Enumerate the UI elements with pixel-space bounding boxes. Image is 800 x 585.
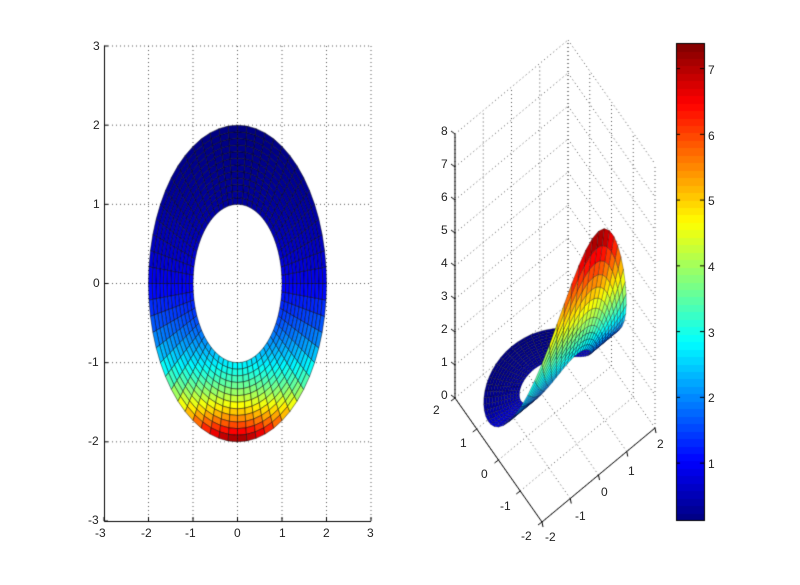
ztick: 8 bbox=[441, 124, 448, 138]
xtick: -1 bbox=[185, 526, 196, 540]
colorbar-tick: 4 bbox=[708, 260, 715, 274]
ztick: 2 bbox=[441, 322, 448, 336]
ztick: 4 bbox=[441, 256, 448, 270]
ztick: 1 bbox=[441, 355, 448, 369]
ytick: 1 bbox=[93, 197, 100, 211]
ytick: -1 bbox=[88, 355, 99, 369]
ztick: 3 bbox=[441, 289, 448, 303]
xtick: 3 bbox=[367, 526, 374, 540]
ytick-3d: 2 bbox=[433, 403, 440, 417]
xtick: 0 bbox=[234, 526, 241, 540]
xtick-3d: -2 bbox=[545, 530, 556, 544]
ytick-3d: -2 bbox=[521, 529, 532, 543]
colorbar-tick: 6 bbox=[708, 129, 715, 143]
ytick: 0 bbox=[93, 276, 100, 290]
ztick: 0 bbox=[441, 388, 448, 402]
ztick: 6 bbox=[441, 190, 448, 204]
ytick: -3 bbox=[88, 513, 99, 527]
xtick: 1 bbox=[279, 526, 286, 540]
xtick: 2 bbox=[323, 526, 330, 540]
ytick: 2 bbox=[93, 118, 100, 132]
ytick-3d: 0 bbox=[481, 467, 488, 481]
ytick-3d: -1 bbox=[500, 499, 511, 513]
colorbar-tick: 1 bbox=[708, 457, 715, 471]
xtick: -2 bbox=[141, 526, 152, 540]
colorbar-tick: 2 bbox=[708, 391, 715, 405]
colorbar-tick: 3 bbox=[708, 326, 715, 340]
xtick-3d: 0 bbox=[601, 485, 608, 499]
ytick: 3 bbox=[93, 39, 100, 53]
ztick: 7 bbox=[441, 157, 448, 171]
xtick: -3 bbox=[95, 526, 106, 540]
colorbar-tick: 7 bbox=[708, 63, 715, 77]
xtick-3d: 1 bbox=[628, 464, 635, 478]
xtick-3d: -1 bbox=[575, 509, 586, 523]
ytick: -2 bbox=[88, 434, 99, 448]
ztick: 5 bbox=[441, 223, 448, 237]
ytick-3d: 1 bbox=[460, 436, 467, 450]
colorbar-tick: 5 bbox=[708, 194, 715, 208]
xtick-3d: 2 bbox=[657, 437, 664, 451]
